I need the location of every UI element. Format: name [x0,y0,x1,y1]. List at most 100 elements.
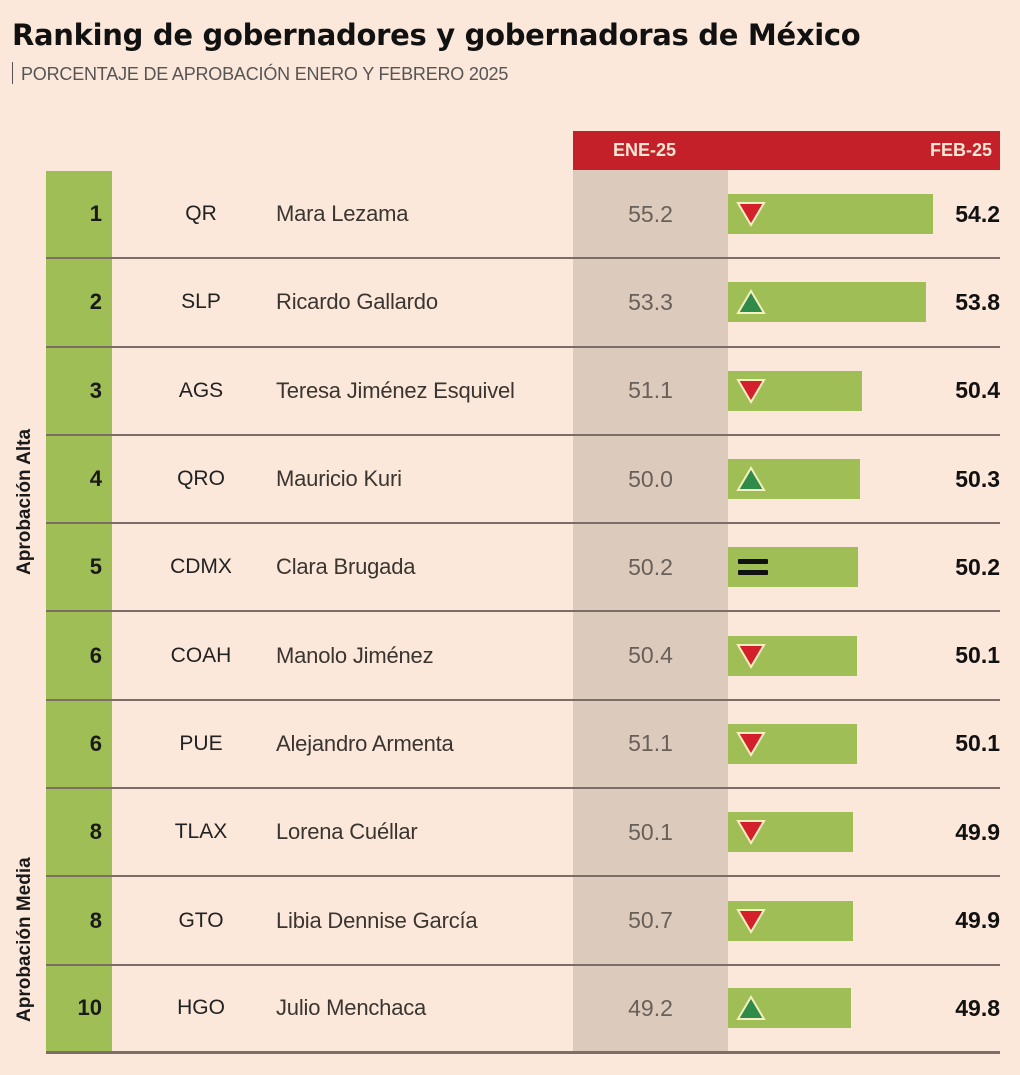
rank-value: 3 [89,377,102,403]
ene-value: 50.0 [628,465,673,492]
rank-value: 8 [89,819,102,845]
rank-column-background [46,171,112,1054]
feb-bar [728,282,926,323]
feb-bar-cell [728,789,968,875]
table-row: 6 COAH Manolo Jiménez 50.4 50.1 [46,612,1000,701]
table-row: 8 TLAX Lorena Cuéllar 50.1 49.9 [46,789,1000,878]
group-label-media: Aprobación Media [14,857,35,1022]
governor-name: Teresa Jiménez Esquivel [276,377,515,403]
trend-up-icon [736,466,766,492]
ene-value: 50.1 [628,818,673,845]
subtitle-divider [12,62,13,84]
state-code: QRO [177,467,225,491]
rank-value: 6 [89,642,102,668]
state-code: CDMX [170,555,232,579]
state-code: COAH [170,643,232,667]
feb-value: 49.8 [955,994,1000,1021]
feb-value: 50.1 [955,642,1000,669]
table-row: 4 QRO Mauricio Kuri 50.0 50.3 [46,436,1000,525]
state-code: AGS [178,378,224,402]
governor-name: Lorena Cuéllar [276,819,418,845]
table-row: 6 PUE Alejandro Armenta 51.1 50.1 [46,701,1000,790]
trend-down-icon [736,731,766,757]
feb-bar [728,194,933,235]
ene-value: 50.2 [628,553,673,580]
feb-bar [728,459,860,500]
feb-bar-cell [728,259,968,345]
group-label-alta: Aprobación Alta [14,428,35,575]
state-code: TLAX [174,820,228,844]
feb-bar [728,723,857,764]
feb-value: 53.8 [955,288,1000,315]
feb-bar [728,900,853,941]
trend-up-icon [736,995,766,1021]
governor-name: Ricardo Gallardo [276,289,438,315]
ene-value: 50.7 [628,907,673,934]
feb-value: 50.2 [955,553,1000,580]
column-header-ene: ENE-25 [613,140,677,160]
state-code: PUE [179,731,223,755]
ene-value: 49.2 [628,994,673,1021]
governor-name: Julio Menchaca [276,995,427,1021]
feb-bar [728,635,857,676]
chart-subtitle: PORCENTAJE DE APROBACIÓN ENERO Y FEBRERO… [12,62,508,85]
ene-value: 53.3 [628,288,673,315]
feb-bar [728,988,851,1029]
governor-name: Alejandro Armenta [276,730,454,756]
state-code: HGO [177,996,225,1020]
rank-value: 4 [89,466,102,492]
feb-bar-cell [728,612,968,698]
state-code: GTO [178,908,224,932]
ranking-table: 1 QR Mara Lezama 55.2 54.2 2 SLP Ricardo… [46,171,1000,1054]
state-code: SLP [181,290,221,314]
table-row: 5 CDMX Clara Brugada 50.2 50.2 [46,524,1000,613]
trend-up-icon [736,289,766,315]
rank-value: 2 [89,289,102,315]
trend-down-icon [736,908,766,934]
ene-value: 50.4 [628,642,673,669]
feb-value: 49.9 [955,818,1000,845]
chart-title: Ranking de gobernadores y gobernadoras d… [12,18,861,52]
feb-value: 50.1 [955,730,1000,757]
feb-value: 49.9 [955,907,1000,934]
trend-down-icon [736,643,766,669]
trend-down-icon [736,378,766,404]
column-header-band: ENE-25 FEB-25 [573,131,1000,170]
governor-name: Clara Brugada [276,554,416,580]
governor-name: Mauricio Kuri [276,466,402,492]
table-row: 8 GTO Libia Dennise García 50.7 49.9 [46,877,1000,966]
state-code: QR [185,202,217,226]
trend-equal-icon [738,559,768,576]
rank-value: 5 [89,554,102,580]
rank-value: 1 [89,201,102,227]
feb-bar [728,547,858,588]
feb-bar-cell [728,436,968,522]
table-row: 2 SLP Ricardo Gallardo 53.3 53.8 [46,259,1000,348]
column-header-feb: FEB-25 [929,140,992,160]
rank-value: 6 [89,730,102,756]
feb-bar-cell [728,701,968,787]
trend-down-icon [736,202,766,228]
trend-down-icon [736,820,766,846]
governor-name: Manolo Jiménez [276,642,434,668]
governor-name: Libia Dennise García [276,907,478,933]
feb-bar [728,812,853,853]
feb-value: 54.2 [955,200,1000,227]
ene-value: 51.1 [628,377,673,404]
table-row: 1 QR Mara Lezama 55.2 54.2 [46,171,1000,260]
subtitle-text: PORCENTAJE DE APROBACIÓN ENERO Y FEBRERO… [21,64,509,84]
feb-bar-cell [728,524,968,610]
feb-bar-cell [728,966,968,1051]
feb-bar-cell [728,171,968,257]
governor-name: Mara Lezama [276,201,409,227]
feb-value: 50.3 [955,465,1000,492]
ene-value: 51.1 [628,730,673,757]
feb-bar-cell [728,348,968,434]
rank-value: 8 [89,907,102,933]
feb-bar-cell [728,877,968,963]
table-row: 3 AGS Teresa Jiménez Esquivel 51.1 50.4 [46,348,1000,436]
ene-value: 55.2 [628,200,673,227]
feb-bar [728,370,862,411]
table-row: 10 HGO Julio Menchaca 49.2 49.8 [46,966,1000,1054]
rank-value: 10 [77,995,102,1021]
